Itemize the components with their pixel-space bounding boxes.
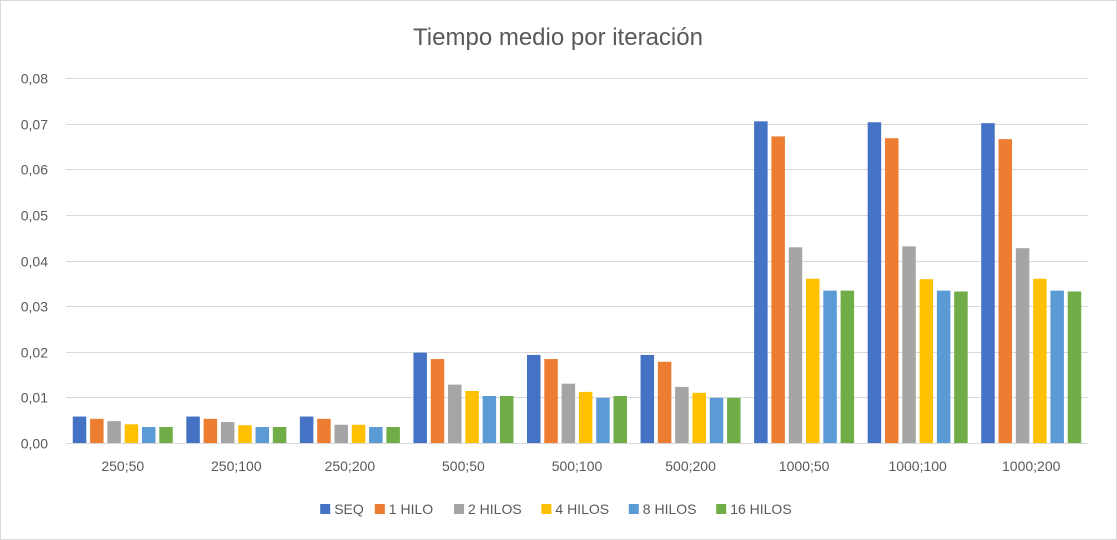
y-tick-label: 0,04 — [21, 254, 48, 270]
bar — [919, 279, 934, 443]
grid — [66, 78, 1088, 398]
legend-label: 4 HILOS — [555, 501, 609, 517]
legend-label: 2 HILOS — [468, 501, 522, 517]
chart-title: Tiempo medio por iteración — [413, 24, 703, 51]
bar — [334, 424, 348, 443]
bar — [771, 136, 785, 443]
bar — [1050, 290, 1064, 443]
bar — [954, 291, 968, 443]
bar — [754, 121, 768, 443]
bar — [448, 384, 462, 443]
bar — [936, 290, 951, 443]
y-tick-label: 0,00 — [21, 436, 48, 452]
y-tick-label: 0,07 — [21, 117, 48, 133]
bar — [727, 397, 741, 443]
bar — [692, 392, 706, 443]
bar — [998, 139, 1013, 443]
bar — [159, 427, 173, 443]
x-tick-label: 1000;200 — [1002, 458, 1061, 474]
bar — [107, 421, 121, 443]
x-tick-label: 500;200 — [665, 458, 716, 474]
y-tick-label: 0,03 — [21, 299, 48, 315]
bar — [867, 122, 882, 443]
legend-swatch — [374, 504, 385, 514]
y-tick-label: 0,02 — [21, 345, 48, 361]
bar — [596, 397, 610, 443]
bar — [499, 396, 514, 443]
bar — [884, 138, 899, 444]
bar — [1015, 248, 1030, 443]
x-tick-label: 500;100 — [552, 458, 603, 474]
legend: SEQ 1 HILO 2 HILOS 4 HILOS 8 HILOS 16 HILOS — [320, 501, 792, 517]
bar — [1033, 278, 1047, 443]
y-tick-label: 0,06 — [21, 162, 48, 178]
y-tick-label: 0,08 — [21, 71, 48, 87]
bar — [1067, 291, 1082, 443]
bar — [386, 427, 400, 443]
bar — [640, 354, 655, 443]
bar — [544, 359, 558, 443]
y-tick-label: 0,01 — [21, 390, 48, 406]
bar — [527, 354, 541, 443]
x-tick-label: 250;50 — [101, 458, 144, 474]
legend-label: SEQ — [334, 501, 364, 517]
bar — [465, 390, 479, 443]
legend-label: 1 HILO — [389, 501, 433, 517]
bar — [788, 247, 803, 443]
legend-label: 16 HILOS — [730, 501, 791, 517]
bar — [806, 278, 820, 443]
bar — [675, 386, 689, 443]
bar — [430, 359, 445, 443]
bar — [823, 290, 837, 443]
bar — [981, 123, 995, 444]
bar — [482, 396, 497, 443]
bar — [840, 290, 855, 443]
x-tick-label: 250;100 — [211, 458, 262, 474]
x-tick-label: 1000;100 — [888, 458, 947, 474]
legend-label: 8 HILOS — [643, 501, 697, 517]
bar — [186, 416, 200, 443]
bar — [369, 427, 383, 443]
legend-swatch — [716, 504, 727, 514]
bar — [299, 416, 314, 443]
bar — [90, 418, 104, 443]
x-tick-label: 500;50 — [442, 458, 485, 474]
axes: 0,00 0,01 0,02 0,03 0,04 0,05 0,06 0,07 0,08 250;… — [21, 71, 1088, 474]
legend-swatch — [454, 504, 464, 514]
bar — [238, 425, 252, 443]
bar — [255, 427, 270, 443]
bar — [561, 383, 576, 443]
bar — [657, 361, 672, 443]
bar — [141, 427, 156, 443]
x-tick-label: 1000;50 — [779, 458, 830, 474]
bar — [902, 246, 916, 443]
bar — [613, 396, 627, 443]
bar — [578, 391, 593, 443]
bar — [124, 424, 139, 443]
bar — [72, 416, 87, 443]
legend-swatch — [320, 504, 331, 514]
y-tick-label: 0,05 — [21, 208, 48, 224]
legend-swatch — [541, 504, 552, 514]
bar — [413, 352, 427, 443]
bars — [72, 121, 1082, 444]
x-tick-label: 250;200 — [325, 458, 376, 474]
bar — [272, 427, 287, 443]
bar — [220, 422, 235, 443]
bar — [351, 424, 366, 443]
bar — [203, 418, 218, 443]
bar — [709, 397, 724, 443]
bar — [317, 418, 331, 443]
legend-swatch — [628, 504, 639, 514]
